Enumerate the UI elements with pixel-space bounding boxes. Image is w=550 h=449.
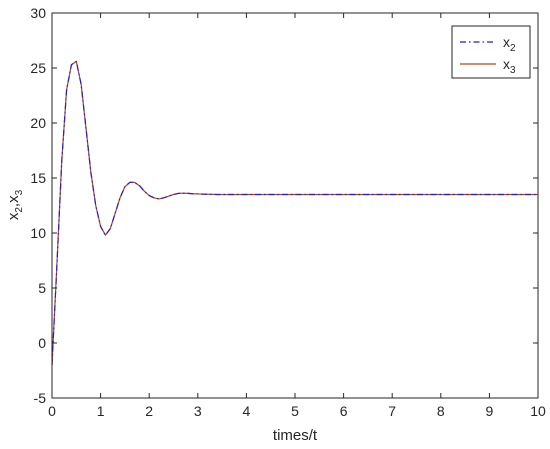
x-tick-label: 2 xyxy=(145,403,153,419)
x-tick-label: 7 xyxy=(388,403,396,419)
x-tick-label: 10 xyxy=(530,403,546,419)
y-tick: 10 xyxy=(30,225,46,241)
y-tick-label: 10 xyxy=(30,225,46,241)
y-tick-label: 25 xyxy=(30,60,46,76)
x-axis-label: times/t xyxy=(273,427,318,444)
x-tick-label: 6 xyxy=(340,403,348,419)
y-label-base-b: x xyxy=(5,195,22,203)
x-tick: 6 xyxy=(340,403,348,419)
x-tick: 4 xyxy=(243,403,251,419)
legend-x2-base: x xyxy=(503,34,510,50)
legend-label-x2: x2 xyxy=(503,34,516,54)
y-tick: 20 xyxy=(30,115,46,131)
series-line-x2 xyxy=(51,60,538,366)
y-tick: 15 xyxy=(30,170,46,186)
y-tick: 25 xyxy=(30,60,46,76)
legend-box xyxy=(451,25,531,79)
legend: x2 x3 xyxy=(451,25,531,79)
legend-x3-sub: 3 xyxy=(510,65,516,76)
x-tick-label: 1 xyxy=(97,403,105,419)
y-label-sep: , xyxy=(5,203,22,207)
x-tick-label: 4 xyxy=(243,403,251,419)
x-tick-label: 5 xyxy=(291,403,299,419)
y-tick: 30 xyxy=(30,5,46,21)
x-tick-label: 9 xyxy=(486,403,494,419)
x-tick: 2 xyxy=(145,403,153,419)
x-tick: 7 xyxy=(388,403,396,419)
y-tick: -5 xyxy=(34,390,47,406)
x-tick-label: 0 xyxy=(48,403,56,419)
x-tick: 3 xyxy=(194,403,202,419)
x-tick-label: 8 xyxy=(437,403,445,419)
y-axis-label: x2,x3 xyxy=(5,189,25,220)
y-tick-label: 30 xyxy=(30,5,46,21)
y-tick: 5 xyxy=(38,280,46,296)
x-tick: 1 xyxy=(97,403,105,419)
y-tick-label: 20 xyxy=(30,115,46,131)
x-tick: 10 xyxy=(530,403,546,419)
y-label-sub-a: 2 xyxy=(14,207,25,213)
y-tick: 0 xyxy=(38,335,46,351)
y-label-sub-b: 3 xyxy=(14,189,25,195)
y-label-base-a: x xyxy=(5,212,22,220)
y-tick-label: 15 xyxy=(30,170,46,186)
x-tick: 5 xyxy=(291,403,299,419)
legend-x2-sub: 2 xyxy=(510,43,516,54)
y-tick-label: -5 xyxy=(34,390,47,406)
legend-x3-base: x xyxy=(503,56,510,72)
series-layer xyxy=(51,60,538,366)
x-tick: 9 xyxy=(486,403,494,419)
legend-label-x3: x3 xyxy=(503,56,516,76)
x-tick: 8 xyxy=(437,403,445,419)
y-tick-label: 0 xyxy=(38,335,46,351)
y-tick-label: 5 xyxy=(38,280,46,296)
x-tick: 0 xyxy=(48,403,56,419)
x-tick-label: 3 xyxy=(194,403,202,419)
